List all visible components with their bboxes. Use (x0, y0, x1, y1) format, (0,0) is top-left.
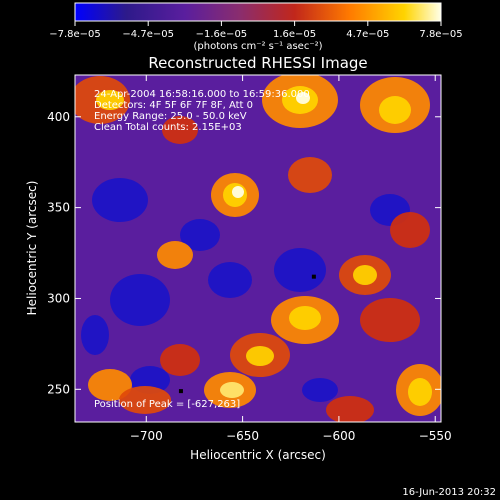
x-axis-ticks: −700 −650 −600 −550 (130, 75, 452, 443)
info-line: Energy Range: 25.0 - 50.0 keV (94, 111, 247, 122)
y-tick-label: 400 (47, 110, 70, 124)
x-tick-label: −700 (130, 429, 163, 443)
y-axis-label: Heliocentric Y (arcsec) (25, 181, 39, 316)
x-tick-label: −550 (419, 429, 452, 443)
x-axis-label: Heliocentric X (arcsec) (190, 448, 326, 462)
observation-info: 24-Apr-2004 16:58:16.000 to 16:59:36.000… (94, 89, 310, 133)
info-line: Detectors: 4F 5F 6F 7F 8F, Att 0 (94, 100, 253, 111)
footer-timestamp: 16-Jun-2013 20:32 (402, 487, 496, 498)
peak-marker (311, 274, 316, 279)
info-line: 24-Apr-2004 16:58:16.000 to 16:59:36.000 (94, 89, 310, 100)
y-tick-label: 350 (47, 201, 70, 215)
chart-title: Reconstructed RHESSI Image (148, 54, 367, 72)
colorbar-ticks: −7.8e−05 −4.7e−05 −1.6e−05 1.6e−05 4.7e−05 7.… (49, 21, 463, 40)
plot-frame (74, 74, 442, 423)
colorbar-tick-label: −1.6e−05 (196, 29, 248, 40)
y-axis-ticks: 250 300 350 400 (47, 110, 441, 396)
peak-marker (178, 389, 183, 394)
peak-position-label: Position of Peak = [-627,263] (94, 399, 240, 410)
y-tick-label: 300 (47, 291, 70, 305)
colorbar-tick-label: −4.7e−05 (122, 29, 174, 40)
colorbar-tick-label: 1.6e−05 (273, 29, 316, 40)
colorbar-tick-label: 4.7e−05 (346, 29, 389, 40)
heatmap-image (75, 75, 441, 422)
peak-markers (178, 274, 316, 394)
colorbar-tick-label: 7.8e−05 (419, 29, 462, 40)
colorbar-unit-label: (photons cm⁻² s⁻¹ asec⁻²) (193, 41, 322, 52)
x-tick-label: −600 (322, 429, 355, 443)
y-tick-label: 250 (47, 382, 70, 396)
colorbar-tick-label: −7.8e−05 (49, 29, 101, 40)
info-line: Clean Total counts: 2.15E+03 (94, 122, 242, 133)
colorbar (75, 3, 441, 21)
x-tick-label: −650 (226, 429, 259, 443)
